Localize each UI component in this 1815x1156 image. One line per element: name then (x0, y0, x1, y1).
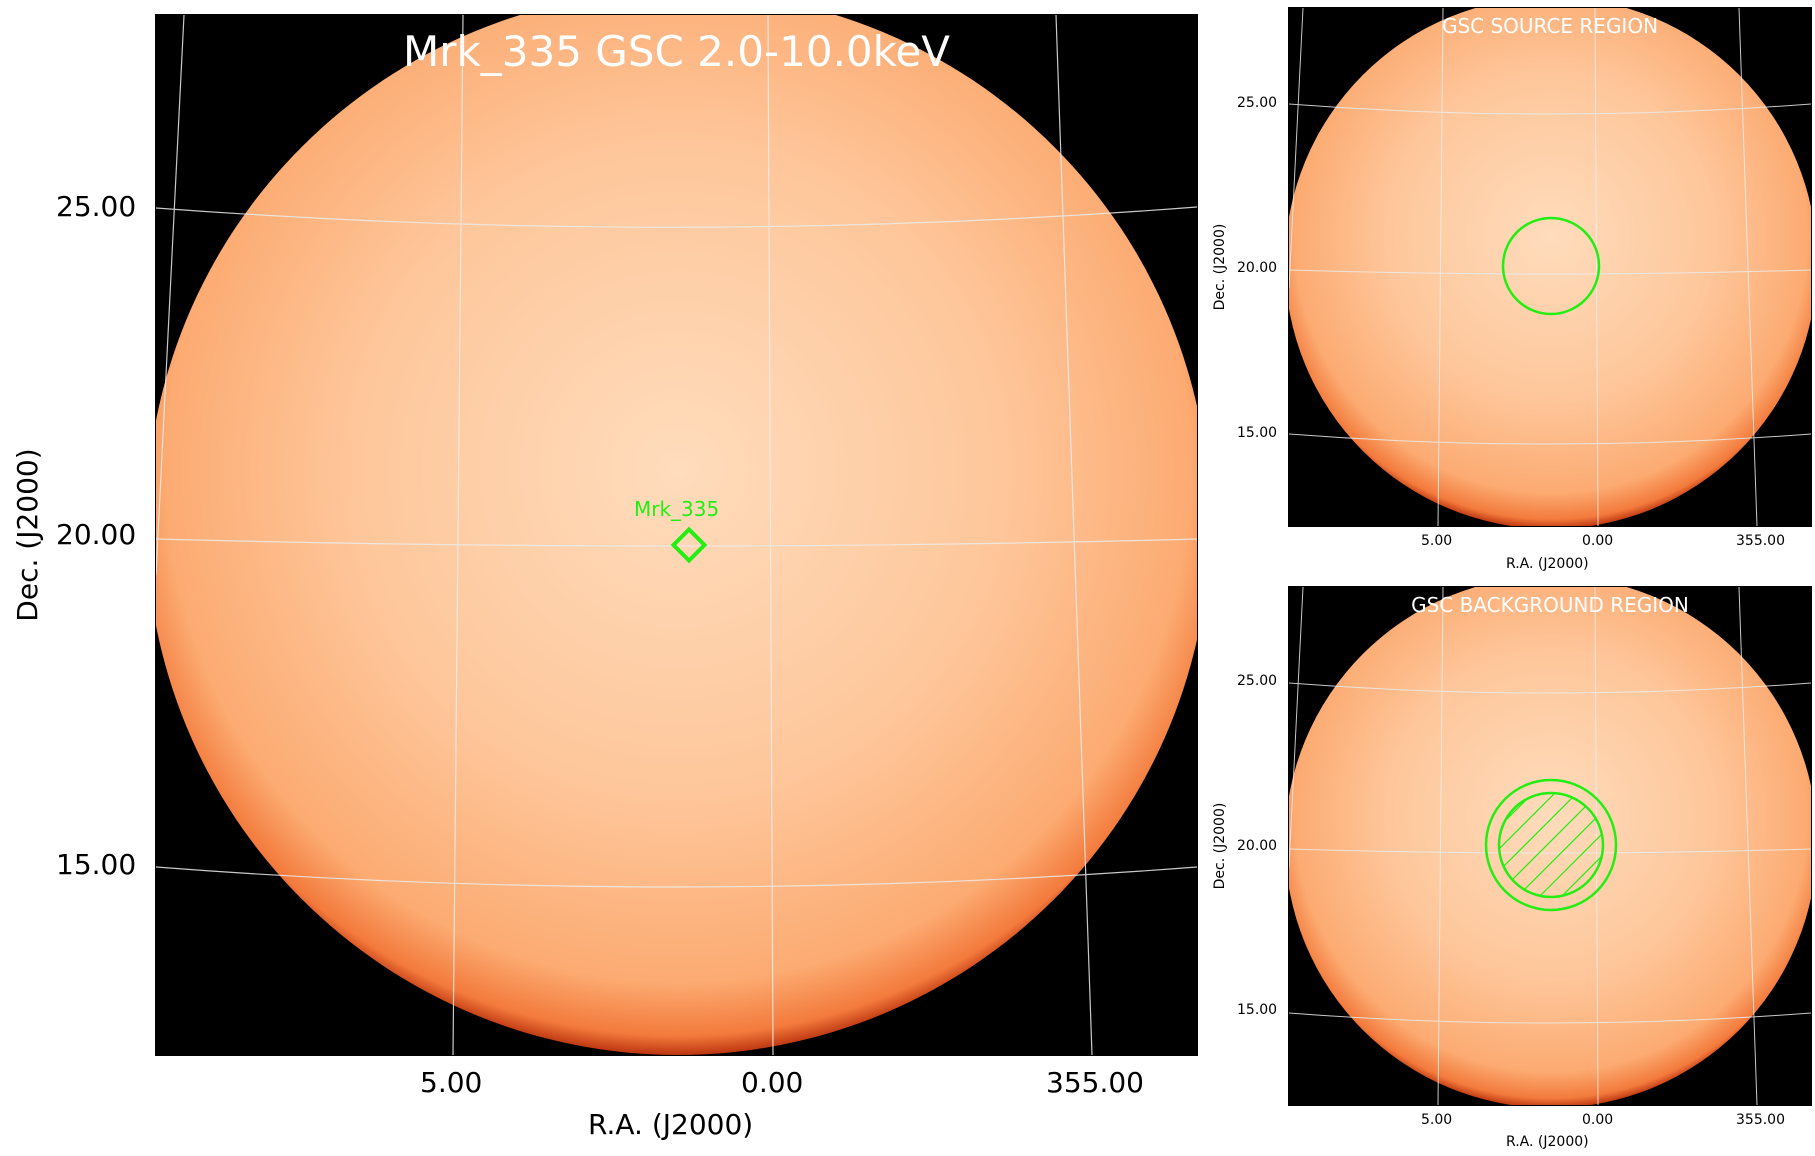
main-xlabel: R.A. (J2000) (588, 1108, 754, 1141)
source-label: Mrk_335 (634, 497, 720, 521)
coordinate-grid (1289, 8, 1811, 526)
main-xticklabel: 5.00 (420, 1066, 483, 1099)
background-outer-circle (1484, 778, 1618, 912)
main-ylabel: Dec. (J2000) (11, 448, 44, 622)
source-yticklabel: 25.00 (1237, 95, 1278, 111)
main-xticklabel: 355.00 (1046, 1066, 1144, 1099)
source-region-panel: GSC SOURCE REGION (1288, 7, 1812, 527)
background-inner-circle (1497, 791, 1605, 899)
exposure-disk (156, 15, 1197, 1055)
background-yticklabel: 25.00 (1237, 673, 1278, 689)
source-xticklabel: 355.00 (1736, 533, 1785, 549)
main-image-panel: Mrk_335 GSC 2.0-10.0keV Mrk_335 (155, 14, 1198, 1056)
source-region-circle (1501, 216, 1601, 316)
background-xticklabel: 355.00 (1736, 1112, 1785, 1128)
source-yticklabel: 20.00 (1237, 260, 1278, 276)
background-yticklabel: 20.00 (1237, 838, 1278, 854)
source-ylabel: Dec. (J2000) (1212, 223, 1228, 311)
background-panel-title: GSC BACKGROUND REGION (1411, 593, 1689, 617)
source-yticklabel: 15.00 (1237, 425, 1278, 441)
coordinate-grid (1289, 587, 1811, 1105)
source-xticklabel: 0.00 (1582, 533, 1614, 549)
background-xlabel: R.A. (J2000) (1506, 1134, 1589, 1150)
background-xticklabel: 5.00 (1421, 1112, 1453, 1128)
main-title: Mrk_335 GSC 2.0-10.0keV (402, 27, 951, 76)
source-image-canvas (1289, 8, 1811, 526)
background-ylabel: Dec. (J2000) (1212, 802, 1228, 890)
exposure-disk (1289, 587, 1811, 1105)
background-yticklabel: 15.00 (1237, 1002, 1278, 1018)
coordinate-grid (156, 15, 1197, 1055)
main-xticklabel: 0.00 (741, 1066, 804, 1099)
background-image-canvas (1289, 587, 1811, 1105)
background-region-panel: GSC BACKGROUND REGION (1288, 586, 1812, 1106)
main-yticklabel: 25.00 (56, 190, 137, 223)
source-panel-title: GSC SOURCE REGION (1441, 14, 1659, 38)
background-xticklabel: 0.00 (1582, 1112, 1614, 1128)
main-image-canvas (156, 15, 1197, 1055)
main-yticklabel: 20.00 (56, 518, 137, 551)
source-xticklabel: 5.00 (1421, 533, 1453, 549)
source-marker (670, 526, 708, 564)
main-yticklabel: 15.00 (56, 848, 137, 881)
exposure-disk (1289, 8, 1811, 526)
source-xlabel: R.A. (J2000) (1506, 556, 1589, 572)
